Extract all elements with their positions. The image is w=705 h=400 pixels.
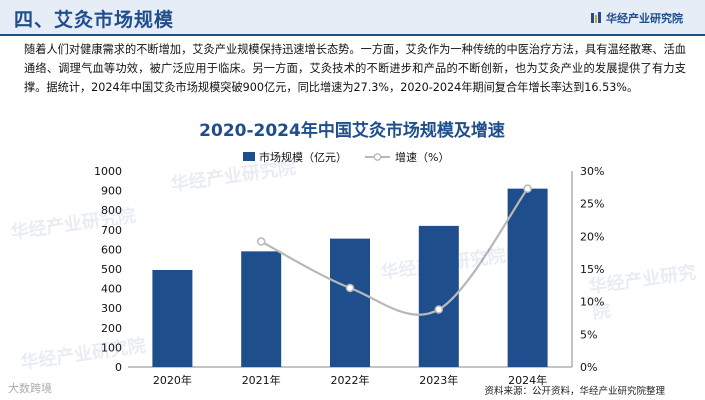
y-right-tick-label: 0% — [580, 361, 597, 374]
y-left-tick-label: 600 — [101, 243, 122, 256]
intro-paragraph: 随着人们对健康需求的不断增加，艾灸产业规模保持迅速增长态势。一方面，艾灸作为一种… — [24, 43, 686, 94]
market-size-chart: 2020-2024年中国艾灸市场规模及增速 市场规模（亿元） 增速（%） 0 100… — [94, 120, 604, 387]
x-tick-label: 2023年 — [419, 373, 458, 387]
brand: 华经产业研究院 — [591, 10, 683, 26]
page-title: 四、艾灸市场规模 — [14, 9, 175, 31]
y-left-tick-label: 1000 — [94, 165, 122, 178]
platform-stamp: 大数跨境 — [8, 382, 52, 395]
header-bar: 四、艾灸市场规模 华经产业研究院 — [0, 0, 705, 36]
bar — [330, 238, 370, 367]
y-left-tick-label: 100 — [101, 341, 122, 354]
x-tick-label: 2022年 — [331, 373, 370, 387]
growth-line — [260, 187, 529, 316]
bar-series — [152, 188, 548, 367]
bar — [152, 269, 193, 367]
y-left-tick-label: 0 — [115, 361, 122, 374]
legend-bar-label: 市场规模（亿元） — [259, 150, 347, 164]
x-tick-label: 2021年 — [242, 373, 281, 387]
growth-line-series — [256, 184, 532, 316]
x-axis-labels: 2020年 2021年 2022年 2023年 2024年 — [153, 373, 547, 387]
growth-point — [345, 283, 355, 293]
y-left-tick-label: 300 — [101, 302, 122, 315]
y-right-tick-label: 30% — [580, 165, 604, 178]
bar — [507, 188, 548, 367]
chart-axes: 0 100 200 300 400 500 600 700 800 900 1000 0% 5% 10% 1… — [94, 165, 604, 374]
y-right-tick-label: 5% — [580, 328, 597, 341]
chart-title: 2020-2024年中国艾灸市场规模及增速 — [199, 120, 505, 141]
growth-point — [434, 305, 444, 314]
brand-name: 华经产业研究院 — [606, 12, 683, 25]
y-left-tick-label: 200 — [101, 322, 122, 335]
legend-bar-swatch — [243, 152, 255, 161]
y-right-tick-label: 15% — [580, 263, 604, 276]
y-left-tick-label: 700 — [101, 224, 122, 237]
x-tick-label: 2024年 — [508, 373, 547, 387]
legend-line-label: 增速（%） — [395, 150, 449, 164]
bar — [418, 225, 459, 367]
y-right-tick-label: 10% — [580, 296, 604, 309]
y-right-tick-label: 20% — [580, 230, 604, 243]
growth-point — [523, 184, 532, 193]
legend-line-marker — [373, 153, 382, 161]
source-note: 资料来源：公开资料，华经产业研究院整理 — [484, 386, 665, 397]
y-right-tick-label: 25% — [580, 198, 604, 211]
y-left-tick-label: 900 — [101, 185, 122, 198]
growth-point — [256, 237, 266, 246]
y-left-tick-label: 800 — [101, 204, 122, 217]
x-tick-label: 2020年 — [153, 373, 192, 387]
y-left-tick-label: 400 — [101, 283, 122, 296]
y-left-tick-label: 500 — [101, 263, 122, 276]
bar — [241, 251, 282, 367]
chart-legend: 市场规模（亿元） 增速（%） — [243, 150, 449, 164]
brand-logo-icon — [591, 12, 601, 23]
